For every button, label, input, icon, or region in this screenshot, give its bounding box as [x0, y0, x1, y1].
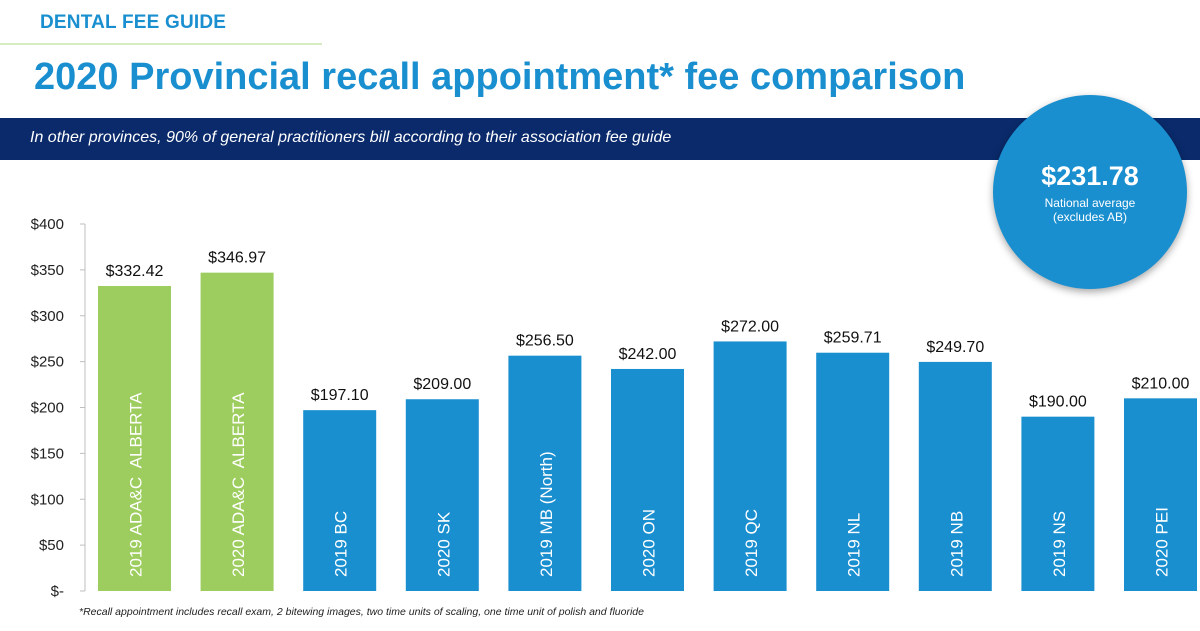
bar — [611, 368, 684, 591]
banner-text: In other provinces, 90% of general pract… — [30, 129, 672, 146]
page-title: 2020 Provincial recall appointment* fee … — [34, 56, 966, 98]
y-tick-label: $100 — [31, 491, 64, 508]
category-label: 2019 NL — [845, 513, 864, 577]
y-tick-label: $50 — [39, 537, 64, 554]
category-label: 2019 QC — [742, 509, 761, 577]
bar — [1124, 398, 1197, 591]
bar — [1021, 416, 1095, 591]
bar — [713, 341, 787, 591]
category-label: 2019 ADA&C ALBERTA — [127, 392, 146, 577]
y-tick-label: $300 — [31, 308, 64, 325]
bar-value-label: $197.10 — [311, 387, 369, 404]
category-label: 2019 NB — [947, 511, 966, 577]
y-tick-label: $400 — [31, 216, 64, 233]
bar — [918, 361, 992, 591]
y-tick-label: $250 — [31, 354, 64, 371]
national-average-label-line1: National average — [1044, 196, 1136, 210]
bar-value-label: $256.50 — [516, 333, 574, 350]
bar — [200, 272, 274, 591]
national-average-callout: $231.78 National average (excludes AB) — [993, 95, 1187, 289]
bar — [303, 410, 377, 591]
bar-value-label: $272.00 — [721, 318, 779, 335]
bar — [405, 399, 479, 591]
eyebrow-divider — [0, 43, 322, 45]
bar-value-label: $242.00 — [619, 346, 677, 363]
category-label: 2020 PEI — [1153, 507, 1172, 577]
eyebrow-label: DENTAL FEE GUIDE — [40, 12, 227, 33]
y-tick-label: $150 — [31, 445, 64, 462]
category-label: 2020 ADA&C ALBERTA — [229, 392, 248, 577]
bar-value-label: $332.42 — [106, 263, 164, 280]
category-label: 2019 NS — [1050, 511, 1069, 577]
footnote: *Recall appointment includes recall exam… — [79, 606, 644, 618]
bar — [508, 355, 582, 591]
national-average-label: National average (excludes AB) — [993, 196, 1187, 224]
bar-value-label: $249.70 — [926, 339, 984, 356]
national-average-value: $231.78 — [1041, 161, 1139, 191]
y-tick-label: $200 — [31, 400, 64, 417]
bar-value-label: $346.97 — [208, 250, 266, 267]
bar-value-label: $210.00 — [1132, 375, 1190, 392]
category-label: 2019 BC — [332, 511, 351, 577]
category-label: 2020 SK — [434, 511, 453, 577]
bar-value-label: $209.00 — [413, 376, 471, 393]
category-label: 2019 MB (North) — [537, 451, 556, 577]
y-tick-label: $- — [51, 583, 64, 600]
bar — [816, 352, 890, 591]
bar-value-label: $259.71 — [824, 330, 882, 347]
category-label: 2020 ON — [640, 509, 659, 577]
bar-value-label: $190.00 — [1029, 394, 1087, 411]
national-average-label-line2: (excludes AB) — [1052, 210, 1128, 224]
bar — [98, 286, 171, 591]
y-tick-label: $350 — [31, 262, 64, 279]
